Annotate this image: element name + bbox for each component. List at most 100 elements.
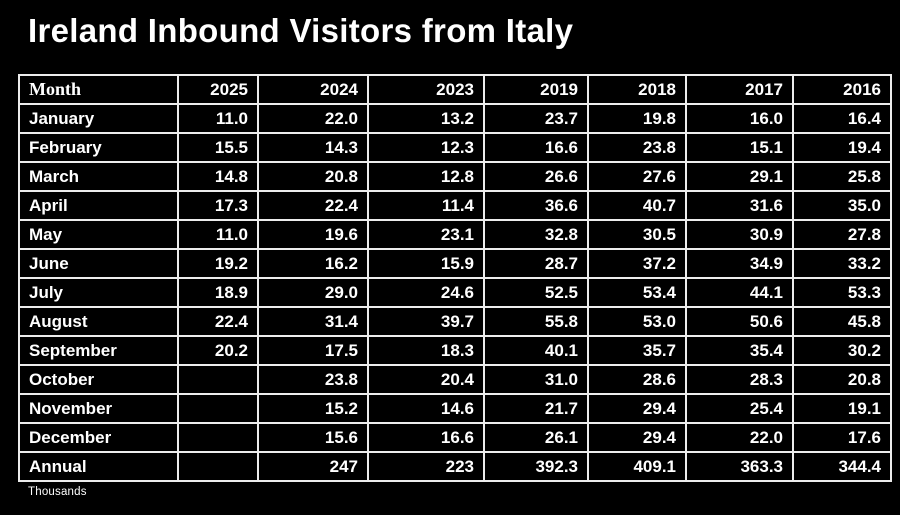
value-cell: 12.3 <box>367 132 485 163</box>
value-cell: 27.8 <box>792 219 892 250</box>
value-cell: 39.7 <box>367 306 485 337</box>
value-cell: 14.8 <box>177 161 259 192</box>
value-cell: 28.3 <box>685 364 794 395</box>
value-cell: 28.7 <box>483 248 589 279</box>
month-cell: August <box>18 306 179 337</box>
value-cell: 31.0 <box>483 364 589 395</box>
value-cell <box>177 422 259 453</box>
month-cell: June <box>18 248 179 279</box>
value-cell: 31.4 <box>257 306 369 337</box>
table-row-july: July 18.9 29.0 24.6 52.5 53.4 44.1 53.3 <box>18 277 892 308</box>
value-cell: 37.2 <box>587 248 687 279</box>
table-row-february: February 15.5 14.3 12.3 16.6 23.8 15.1 19.4 <box>18 132 892 163</box>
value-cell: 15.6 <box>257 422 369 453</box>
value-cell: 23.7 <box>483 103 589 134</box>
value-cell: 28.6 <box>587 364 687 395</box>
value-cell: 53.4 <box>587 277 687 308</box>
column-header-2017: 2017 <box>685 74 794 105</box>
value-cell: 19.2 <box>177 248 259 279</box>
value-cell: 24.6 <box>367 277 485 308</box>
value-cell: 17.3 <box>177 190 259 221</box>
units-note: Thousands <box>28 486 87 498</box>
value-cell: 55.8 <box>483 306 589 337</box>
value-cell: 52.5 <box>483 277 589 308</box>
table-row-june: June 19.2 16.2 15.9 28.7 37.2 34.9 33.2 <box>18 248 892 279</box>
value-cell: 22.0 <box>685 422 794 453</box>
value-cell: 11.4 <box>367 190 485 221</box>
value-cell: 29.1 <box>685 161 794 192</box>
value-cell: 30.5 <box>587 219 687 250</box>
month-cell: February <box>18 132 179 163</box>
value-cell: 17.5 <box>257 335 369 366</box>
value-cell: 30.9 <box>685 219 794 250</box>
column-header-2018: 2018 <box>587 74 687 105</box>
month-cell: March <box>18 161 179 192</box>
value-cell: 14.3 <box>257 132 369 163</box>
table-row-march: March 14.8 20.8 12.8 26.6 27.6 29.1 25.8 <box>18 161 892 192</box>
table-row-august: August 22.4 31.4 39.7 55.8 53.0 50.6 45.8 <box>18 306 892 337</box>
value-cell: 29.4 <box>587 422 687 453</box>
value-cell: 16.6 <box>367 422 485 453</box>
value-cell: 19.4 <box>792 132 892 163</box>
month-cell: October <box>18 364 179 395</box>
month-cell: Annual <box>18 451 179 482</box>
table-row-december: December 15.6 16.6 26.1 29.4 22.0 17.6 <box>18 422 892 453</box>
value-cell: 20.8 <box>257 161 369 192</box>
value-cell: 19.1 <box>792 393 892 424</box>
value-cell: 40.1 <box>483 335 589 366</box>
table-row-november: November 15.2 14.6 21.7 29.4 25.4 19.1 <box>18 393 892 424</box>
value-cell: 11.0 <box>177 103 259 134</box>
month-cell: November <box>18 393 179 424</box>
table-row-may: May 11.0 19.6 23.1 32.8 30.5 30.9 27.8 <box>18 219 892 250</box>
value-cell: 18.3 <box>367 335 485 366</box>
column-header-2023: 2023 <box>367 74 485 105</box>
column-header-2019: 2019 <box>483 74 589 105</box>
value-cell: 18.9 <box>177 277 259 308</box>
value-cell: 16.0 <box>685 103 794 134</box>
table-row-annual: Annual 247 223 392.3 409.1 363.3 344.4 <box>18 451 892 482</box>
value-cell: 247 <box>257 451 369 482</box>
value-cell: 27.6 <box>587 161 687 192</box>
table-header-row: Month 2025 2024 2023 2019 2018 2017 2016 <box>18 74 892 105</box>
value-cell: 22.4 <box>257 190 369 221</box>
value-cell <box>177 451 259 482</box>
month-cell: September <box>18 335 179 366</box>
value-cell: 15.1 <box>685 132 794 163</box>
value-cell: 26.1 <box>483 422 589 453</box>
value-cell: 23.8 <box>587 132 687 163</box>
value-cell: 344.4 <box>792 451 892 482</box>
value-cell: 17.6 <box>792 422 892 453</box>
table-row-october: October 23.8 20.4 31.0 28.6 28.3 20.8 <box>18 364 892 395</box>
value-cell: 23.8 <box>257 364 369 395</box>
column-header-month: Month <box>18 74 179 105</box>
value-cell: 223 <box>367 451 485 482</box>
value-cell: 40.7 <box>587 190 687 221</box>
value-cell <box>177 393 259 424</box>
value-cell: 53.0 <box>587 306 687 337</box>
column-header-2016: 2016 <box>792 74 892 105</box>
value-cell: 44.1 <box>685 277 794 308</box>
month-cell: January <box>18 103 179 134</box>
value-cell: 11.0 <box>177 219 259 250</box>
page-title: Ireland Inbound Visitors from Italy <box>28 12 574 49</box>
month-cell: May <box>18 219 179 250</box>
value-cell: 363.3 <box>685 451 794 482</box>
value-cell: 20.2 <box>177 335 259 366</box>
value-cell: 35.7 <box>587 335 687 366</box>
value-cell: 22.4 <box>177 306 259 337</box>
value-cell: 21.7 <box>483 393 589 424</box>
value-cell: 16.6 <box>483 132 589 163</box>
value-cell: 45.8 <box>792 306 892 337</box>
value-cell: 13.2 <box>367 103 485 134</box>
value-cell: 16.2 <box>257 248 369 279</box>
month-cell: April <box>18 190 179 221</box>
value-cell: 36.6 <box>483 190 589 221</box>
value-cell: 19.6 <box>257 219 369 250</box>
month-cell: December <box>18 422 179 453</box>
value-cell: 53.3 <box>792 277 892 308</box>
value-cell: 16.4 <box>792 103 892 134</box>
table-row-april: April 17.3 22.4 11.4 36.6 40.7 31.6 35.0 <box>18 190 892 221</box>
value-cell: 19.8 <box>587 103 687 134</box>
value-cell: 14.6 <box>367 393 485 424</box>
value-cell: 22.0 <box>257 103 369 134</box>
